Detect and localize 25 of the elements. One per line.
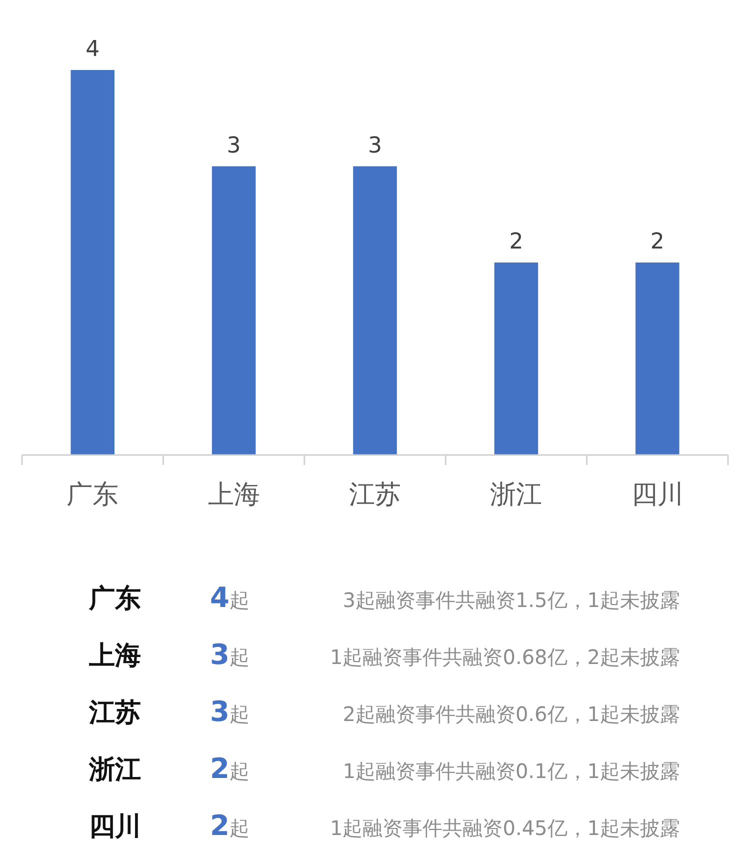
text: 3起 [210, 638, 250, 671]
data-label: 3 [368, 133, 382, 158]
text: 2起融资事件共融资0.6亿，1起未披露 [342, 702, 680, 726]
text: 江苏 [88, 698, 141, 728]
x-tick-label: 四川 [631, 480, 684, 510]
data-label: 2 [509, 230, 524, 254]
text: 3起 [210, 695, 250, 728]
text: 1起融资事件共融资0.68亿，2起未披露 [330, 645, 680, 669]
x-tick-label: 广东 [66, 480, 119, 510]
text: 1起融资事件共融资0.45亿，1起未披露 [330, 816, 680, 840]
text: 广东 [88, 584, 141, 614]
data-label: 4 [86, 37, 100, 62]
text: 2起 [210, 752, 250, 785]
x-tick-label: 上海 [208, 480, 260, 510]
text: 3起融资事件共融资1.5亿，1起未披露 [342, 588, 680, 612]
x-tick-label: 江苏 [349, 480, 401, 510]
text: 四川 [89, 812, 141, 842]
text: 上海 [88, 641, 141, 671]
x-tick-label: 浙江 [490, 480, 542, 510]
text: 浙江 [88, 755, 141, 785]
text: 2起 [210, 809, 250, 842]
text: 1起融资事件共融资0.1亿，1起未披露 [342, 759, 680, 783]
text: 4起 [210, 581, 250, 614]
data-label: 3 [226, 133, 241, 158]
data-label: 2 [650, 230, 664, 254]
